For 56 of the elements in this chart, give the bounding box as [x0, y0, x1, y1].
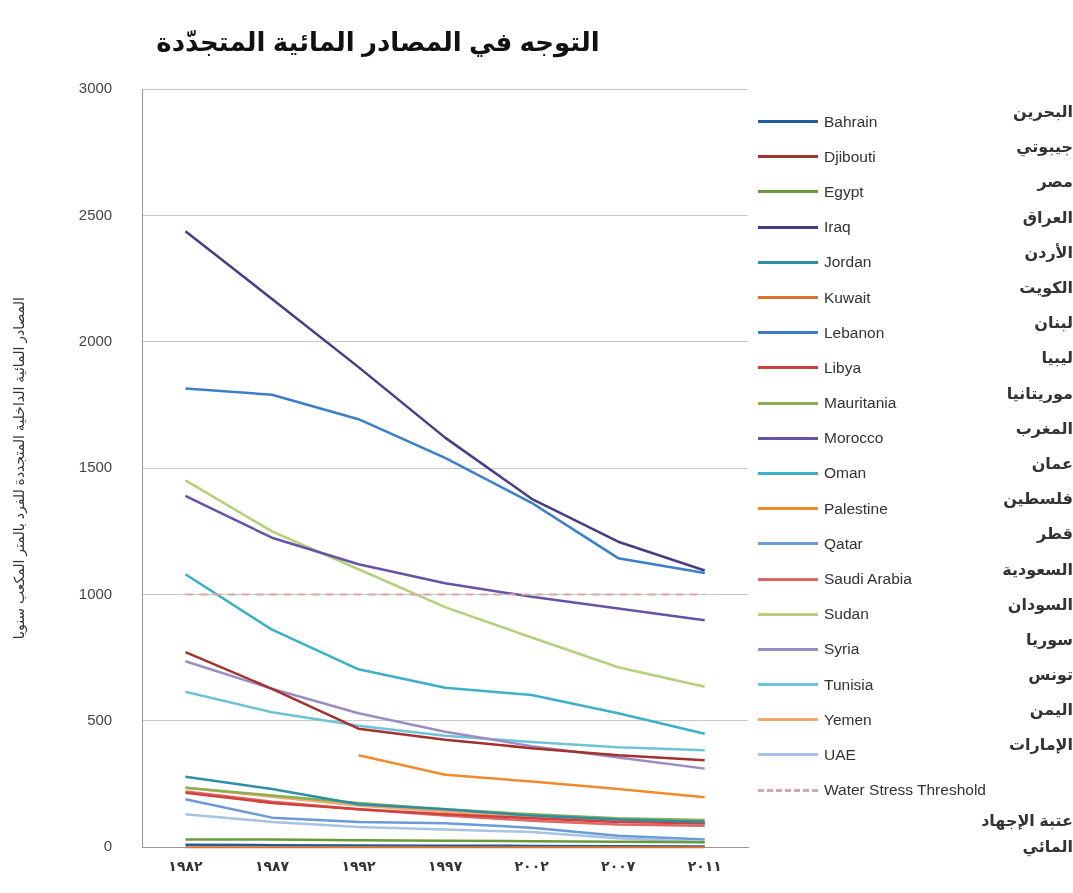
legend-label: Libya: [824, 358, 862, 377]
text: قطر: [1036, 524, 1073, 544]
x-tick-label: ١٩٩٧: [427, 858, 463, 875]
text: الكويت: [1019, 278, 1073, 298]
x-tick-label: ٢٠١١: [687, 858, 722, 875]
text: عمان: [1031, 453, 1073, 473]
text: المغرب: [1015, 418, 1073, 438]
legend-label: Egypt: [824, 182, 864, 201]
legend-label: Oman: [824, 464, 867, 483]
y-tick-label: 1000: [78, 584, 113, 602]
y-axis-title: المصادر المائية الداخلية المتجددة للفرد بالمتر المكعب سنويا: [11, 297, 29, 640]
text: الإمارات: [1008, 735, 1073, 755]
y-tick-label: 0: [103, 837, 113, 855]
y-tick-label: 2000: [78, 332, 113, 350]
legend-label: Tunisia: [824, 675, 874, 694]
text: السودان: [1007, 594, 1073, 614]
text: مصر: [1037, 172, 1073, 192]
text: عتبة الإجهاد المائي: [980, 810, 1073, 859]
x-tick-label: ١٩٨٢: [168, 858, 203, 875]
chart-title: التوجه في المصادر المائية المتجدّدة: [156, 26, 600, 58]
legend-label: Morocco: [824, 429, 884, 448]
legend-label: Yemen: [824, 710, 872, 729]
x-tick-label: ٢٠٠٧: [601, 858, 636, 875]
y-tick-label: 3000: [78, 79, 113, 97]
text: ليبيا: [1041, 348, 1073, 368]
text: الأردن: [1024, 242, 1073, 262]
text: تونس: [1028, 665, 1073, 685]
text: سوريا: [1026, 629, 1073, 649]
text: العراق: [1022, 207, 1073, 227]
legend-label: Syria: [824, 640, 860, 659]
text: فلسطين: [1003, 489, 1073, 509]
legend-label: Lebanon: [824, 323, 885, 342]
y-tick-label: 1500: [78, 458, 113, 476]
y-tick-label: 2500: [78, 205, 113, 223]
text: موريتانيا: [1006, 383, 1073, 403]
legend-label: Kuwait: [824, 288, 871, 307]
legend-label: Sudan: [824, 605, 869, 624]
text: جيبوتي: [1016, 137, 1073, 157]
legend-label: Jordan: [824, 253, 872, 272]
y-tick-label: 500: [87, 711, 113, 729]
legend-label: Iraq: [824, 218, 851, 237]
legend-label: Bahrain: [824, 112, 878, 131]
legend-label: Water Stress Threshold: [824, 781, 986, 800]
x-tick-label: ١٩٨٧: [254, 858, 290, 875]
legend-label: Mauritania: [824, 394, 897, 413]
legend-label: Saudi Arabia: [824, 570, 912, 589]
legend-label: Djibouti: [824, 147, 876, 166]
text: اليمن: [1029, 700, 1073, 720]
text: لبنان: [1034, 313, 1073, 333]
legend-label: Palestine: [824, 499, 888, 518]
x-tick-label: ٢٠٠٢: [514, 858, 550, 875]
text: البحرين: [1013, 102, 1073, 122]
legend-label: UAE: [824, 745, 856, 764]
legend-label: Qatar: [824, 534, 863, 553]
text: السعودية: [1002, 559, 1073, 579]
x-tick-label: ١٩٩٢: [341, 858, 377, 875]
